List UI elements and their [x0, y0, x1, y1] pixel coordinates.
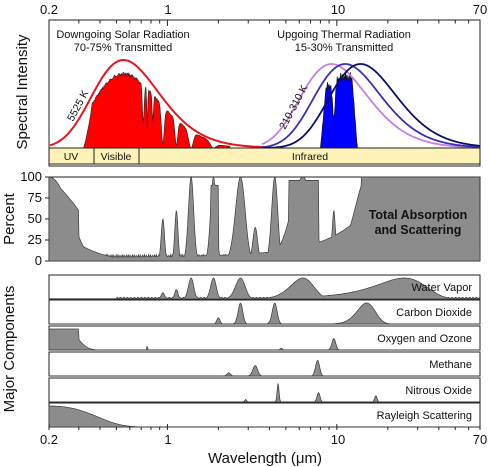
- solar-subtitle: 70-75% Transmitted: [74, 42, 172, 54]
- component-area-5: [48, 405, 480, 428]
- percent-tick-label-1: 25: [28, 232, 42, 247]
- major-components-axis-title: Major Components: [1, 286, 18, 413]
- total-absorption-label-line2: and Scattering: [375, 223, 462, 237]
- total-absorption-label-line1: Total Absorption: [369, 208, 468, 222]
- top-tick-label-3: 70: [473, 2, 487, 17]
- component-area-2: [48, 328, 480, 351]
- component-label-0: Water Vapor: [411, 282, 472, 294]
- component-label-2: Oxygen and Ozone: [377, 333, 472, 345]
- percent-axis-title: Percent: [1, 192, 18, 245]
- component-label-5: Rayleigh Scattering: [377, 410, 472, 422]
- spectral-intensity-axis-title: Spectral Intensity: [14, 34, 31, 150]
- band-visible-label: Visible: [101, 151, 132, 163]
- bottom-tick-label-1: 1: [164, 432, 171, 447]
- component-label-3: Methane: [429, 359, 472, 371]
- thermal-title: Upgoing Thermal Radiation: [277, 29, 411, 41]
- bottom-ticks: [48, 424, 481, 430]
- solar-transmitted-area: [64, 72, 231, 149]
- percent-tick-label-0: 0: [35, 253, 42, 268]
- band-strip: UV Visible Infrared: [48, 147, 481, 165]
- thermal-subtitle: 15-30% Transmitted: [295, 42, 393, 54]
- component-row-frame-4: [48, 377, 481, 403]
- thermal-blackbody-curve-1: [261, 63, 481, 149]
- solar-title: Downgoing Solar Radiation: [56, 29, 189, 41]
- top-ticks: [48, 20, 481, 26]
- band-infrared-label: Infrared: [292, 151, 328, 163]
- component-row-frame-1: [48, 299, 481, 325]
- component-label-4: Nitrous Oxide: [405, 385, 472, 397]
- component-row-frame-2: [48, 325, 481, 351]
- percent-tick-label-3: 75: [28, 190, 42, 205]
- component-area-3: [49, 359, 480, 377]
- band-uv-label: UV: [64, 151, 79, 163]
- component-label-1: Carbon Dioxide: [396, 307, 472, 319]
- top-tick-label-1: 1: [164, 2, 171, 17]
- component-area-4: [49, 383, 480, 403]
- percent-tick-label-4: 100: [20, 169, 42, 184]
- bottom-tick-label-3: 70: [473, 432, 487, 447]
- major-components-rows: Water Vapor Carbon Dioxide Oxygen and Ozon…: [48, 274, 481, 428]
- top-tick-label-2: 10: [331, 2, 345, 17]
- thermal-transmitted-area: [312, 71, 362, 149]
- bottom-tick-label-0: 0.2: [40, 432, 58, 447]
- percent-ticks: 0 25 50 75 100: [20, 169, 49, 268]
- total-absorption-area: [48, 175, 481, 262]
- solar-blackbody-curve: [49, 59, 270, 149]
- wavelength-axis-title: Wavelength (μm): [208, 450, 322, 467]
- top-tick-label-0: 0.2: [40, 2, 58, 17]
- component-row-frame-3: [48, 351, 481, 377]
- thermal-blackbody-curve-2: [261, 63, 481, 149]
- bottom-tick-label-2: 10: [331, 432, 345, 447]
- thermal-blackbody-curve-3: [262, 63, 481, 149]
- component-area-0: [48, 277, 481, 300]
- band-infrared: [138, 147, 481, 165]
- component-area-1: [49, 302, 480, 325]
- percent-tick-label-2: 50: [28, 211, 42, 226]
